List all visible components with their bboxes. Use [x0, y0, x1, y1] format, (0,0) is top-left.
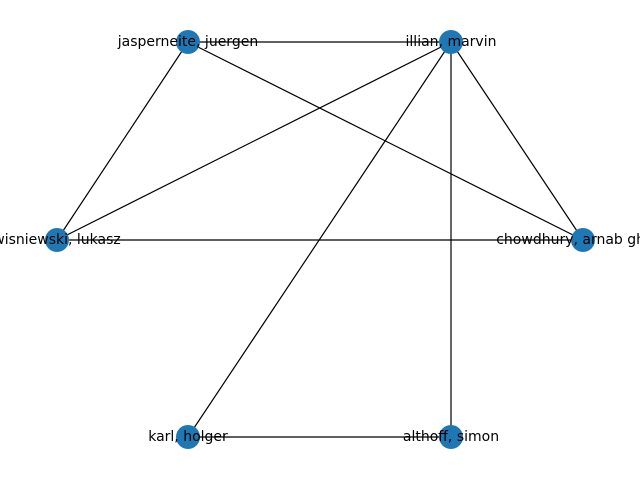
label-layer: jasperneite, juergen illian, marvin wisnie… — [0, 34, 640, 445]
node-jasperneite — [176, 30, 200, 54]
edge-illian-chowdhury — [450, 41, 584, 241]
edge-layer — [56, 41, 584, 438]
node-layer — [45, 30, 595, 449]
node-label-illian: illian, marvin — [406, 34, 497, 50]
node-illian — [439, 30, 463, 54]
edge-jasperneite-wisniewski — [56, 41, 189, 241]
node-label-karl: karl, holger — [148, 429, 228, 445]
node-chowdhury — [571, 228, 595, 252]
node-label-jasperneite: jasperneite, juergen — [117, 34, 258, 50]
node-label-althoff: althoff, simon — [403, 429, 499, 445]
node-label-wisniewski: wisniewski, lukasz — [0, 232, 121, 248]
edge-illian-wisniewski — [56, 41, 452, 241]
node-althoff — [439, 425, 463, 449]
node-label-chowdhury: chowdhury, arnab ghosh — [496, 232, 640, 248]
node-karl — [176, 425, 200, 449]
node-wisniewski — [45, 228, 69, 252]
